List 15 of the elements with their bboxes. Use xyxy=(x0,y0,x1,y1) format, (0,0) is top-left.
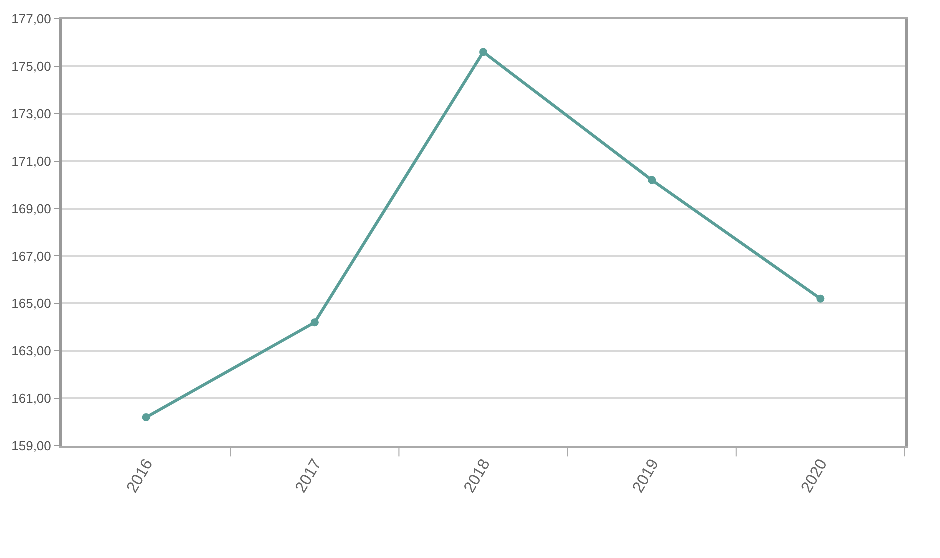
y-tick-label: 173,00 xyxy=(12,106,52,122)
y-tick-label: 169,00 xyxy=(12,201,52,216)
point xyxy=(648,176,656,184)
y-tick-label: 177,00 xyxy=(12,12,52,27)
y-tick-label: 161,00 xyxy=(12,391,52,406)
point xyxy=(480,48,488,56)
y-tick-label: 175,00 xyxy=(12,58,52,74)
point xyxy=(816,294,825,303)
y-tick-label: 159,00 xyxy=(12,438,52,454)
y-tick-label: 165,00 xyxy=(12,296,52,312)
y-tick-label: 163,00 xyxy=(12,344,52,359)
point xyxy=(142,414,150,422)
point xyxy=(310,318,319,327)
y-tick-label: 167,00 xyxy=(12,248,52,264)
y-tick-label: 171,00 xyxy=(12,154,52,169)
